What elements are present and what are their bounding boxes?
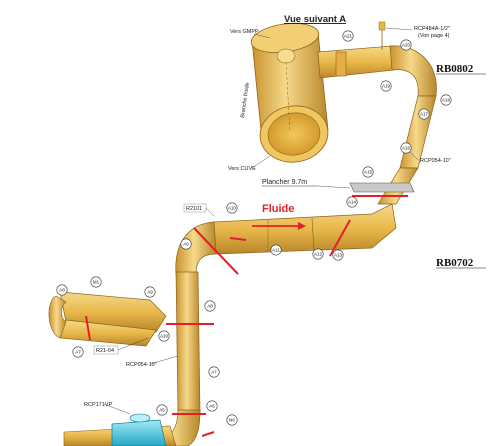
bubble-label: A12 [312, 248, 324, 260]
vers-gmpp-label: Vers GMPP [230, 29, 259, 35]
bubble-label: A7 [208, 366, 220, 378]
svg-text:A9: A9 [147, 290, 153, 295]
svg-text:A8: A8 [59, 288, 65, 293]
bubble-label: A8 [204, 300, 216, 312]
bubble-label: A9 [144, 286, 156, 298]
bubble-label: A8 [56, 284, 68, 296]
rcp484-label: RCP484A-1/2" [414, 26, 450, 32]
flow-indicator: Fluide [252, 203, 306, 230]
nozzle-rcp171 [111, 419, 167, 446]
svg-text:A18: A18 [442, 98, 451, 103]
main-horizontal-pipe [213, 203, 397, 255]
rcp171-label: RCP171VP [84, 402, 112, 408]
svg-text:A10: A10 [228, 206, 237, 211]
svg-text:A15: A15 [364, 170, 373, 175]
bubble-label: A14 [346, 196, 358, 208]
leader-lines [103, 27, 419, 415]
svg-text:A12: A12 [314, 252, 323, 257]
bubble-label: A19 [380, 80, 392, 92]
bubble-label: A16 [400, 142, 412, 154]
r2101-label: R2101 [186, 206, 202, 212]
bubble-label: A17 [418, 108, 430, 120]
ref-rb0702: RB0702 [436, 257, 474, 269]
bubble-label: A6 [206, 400, 218, 412]
bubble-label: A7 [72, 346, 84, 358]
bubble-label: M1 [90, 276, 102, 288]
svg-text:A6: A6 [209, 404, 215, 409]
svg-text:A5: A5 [159, 408, 165, 413]
bubble-label: A15 [362, 166, 374, 178]
svg-text:A8: A8 [207, 304, 213, 309]
fluide-label: Fluide [262, 203, 294, 215]
bubble-label: A13 [332, 249, 344, 261]
svg-text:A11: A11 [272, 248, 280, 253]
floor-plate: Plancher 9.7m [262, 179, 415, 193]
bubble-label: A5 [156, 404, 168, 416]
flow-arrow-icon [298, 222, 306, 230]
svg-text:A9: A9 [183, 242, 189, 247]
bubble-label: A20 [400, 39, 412, 51]
bottom-pipe [63, 413, 177, 446]
bubble-label: A10 [226, 202, 238, 214]
bubble-label: N6 [226, 414, 238, 426]
bubble-label: A18 [440, 94, 452, 106]
svg-text:A7: A7 [211, 370, 217, 375]
svg-text:A21: A21 [344, 34, 353, 39]
upper-view: Plancher 9.7m [250, 21, 437, 205]
bubble-label: A9 [180, 238, 192, 250]
ref-rb0802: RB0802 [436, 63, 474, 75]
svg-text:A20: A20 [402, 43, 411, 48]
cut-lines [85, 195, 408, 437]
svg-text:A19: A19 [382, 84, 391, 89]
bubble-label: A11 [270, 244, 282, 256]
svg-text:A14: A14 [348, 200, 357, 205]
svg-text:N6: N6 [229, 418, 235, 423]
rcp054-upper-label: RCP054-10" [420, 158, 451, 164]
vers-cuve-label: Vers CUVE [228, 166, 256, 172]
annotation-bubbles: A21 A20 A19 A18 A17 A16 A15 A14 A13 A12 A11 A10 A9 A8… [56, 30, 452, 426]
plancher-label: Plancher 9.7m [262, 179, 307, 186]
voir-page-label: (Voir page 4) [418, 33, 450, 39]
svg-text:A10: A10 [160, 334, 169, 339]
branche-froide-label: Branche froide [240, 82, 251, 118]
svg-text:A17: A17 [420, 112, 429, 117]
cold-leg-cylinder [250, 22, 329, 163]
bubble-label: A10 [158, 330, 170, 342]
svg-text:A13: A13 [334, 253, 343, 258]
view-title: Vue suivant A [284, 14, 346, 25]
svg-text:A7: A7 [75, 350, 81, 355]
svg-text:M1: M1 [93, 280, 100, 285]
svg-text:A16: A16 [402, 146, 411, 151]
r2104-label: R21-04 [96, 348, 114, 354]
rcp054-lower-label: RCP054-10" [126, 362, 157, 368]
bubble-label: A21 [342, 30, 354, 42]
top-horizontal-pipe [317, 21, 395, 79]
vertical-riser-pipe [149, 271, 201, 446]
left-loop-pipe [48, 291, 167, 347]
